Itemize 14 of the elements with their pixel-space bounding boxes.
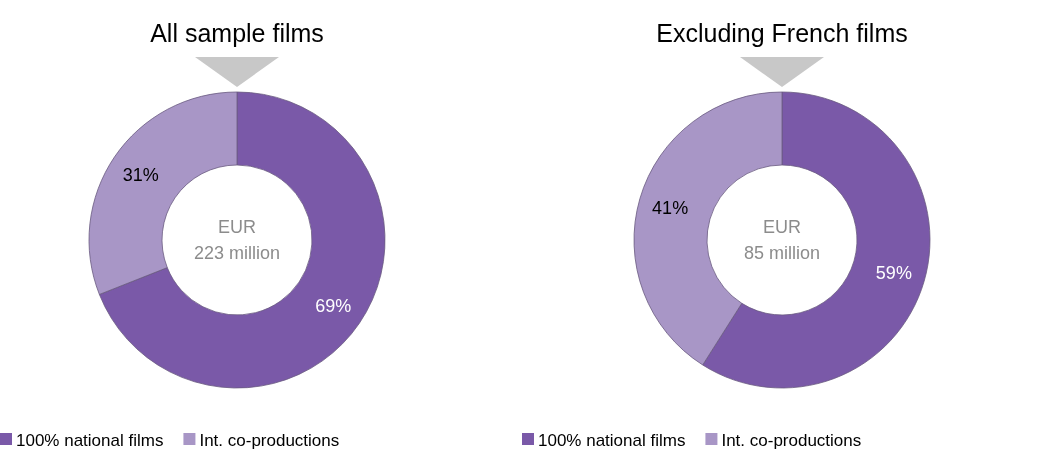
chart-title: All sample films: [150, 19, 324, 47]
data-label: 41%: [652, 197, 689, 218]
legend-label: 100% national films: [16, 430, 164, 450]
chart-title: Excluding French films: [656, 19, 908, 47]
legend-label: 100% national films: [538, 430, 686, 450]
legend-label: Int. co-productions: [721, 430, 862, 450]
text: 85 million: [743, 243, 821, 264]
text: EUR: [217, 217, 257, 238]
text: 223 million: [193, 243, 281, 264]
text: EUR: [762, 217, 802, 238]
data-label: 69%: [315, 295, 352, 316]
legend-label: Int. co-productions: [199, 430, 340, 450]
data-label: 31%: [122, 164, 159, 185]
data-label: 59%: [875, 262, 912, 283]
